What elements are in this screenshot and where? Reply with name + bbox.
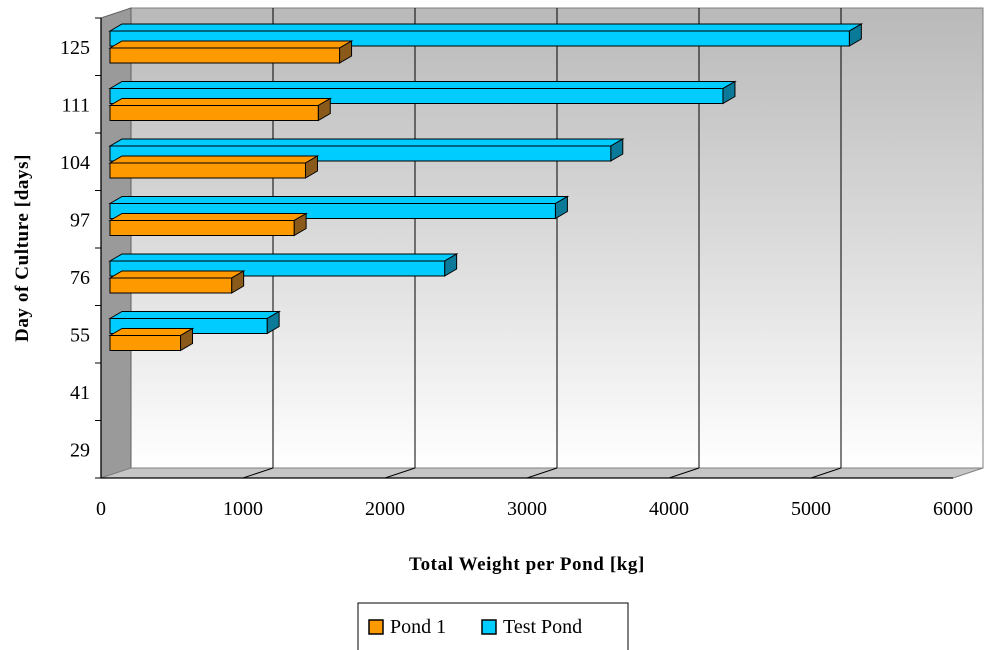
- side-wall: [100, 7, 132, 479]
- bar-pond-1-day-97: [108, 212, 308, 237]
- y-axis-title: Day of Culture [days]: [12, 154, 33, 342]
- bar-front-face: [109, 105, 319, 121]
- bar-top-face: [108, 23, 864, 32]
- y-tick-label: 76: [70, 267, 90, 289]
- y-tick-label: 97: [70, 209, 90, 231]
- y-tick-labels: 29 41 55 76 97 104 111 125: [60, 37, 90, 462]
- x-tick-label: 2000: [365, 498, 405, 520]
- bar-top-face: [108, 98, 333, 106]
- bar-top-face: [108, 328, 195, 336]
- bar-top-face: [108, 155, 320, 164]
- x-tick-label: 3000: [507, 498, 547, 520]
- gridline-floor: [242, 467, 274, 479]
- bar-top-face: [108, 253, 459, 262]
- gridline-floor: [526, 467, 558, 479]
- x-tick-label: 0: [96, 498, 106, 520]
- x-axis-title: Total Weight per Pond [kg]: [409, 554, 645, 575]
- bar-pond-1-day-111: [108, 97, 333, 122]
- y-tick-label: 111: [61, 94, 90, 116]
- bar-pond-1-day-76: [108, 270, 246, 294]
- gridline-floor: [384, 467, 416, 479]
- chart-walls: [100, 7, 984, 479]
- gridline-floor: [810, 467, 842, 479]
- bar-top-face: [108, 81, 737, 89]
- bar-pond-1-day-125: [108, 40, 354, 64]
- y-tick-label: 125: [60, 37, 90, 59]
- x-tick-label: 4000: [649, 498, 689, 520]
- y-tick-label: 55: [70, 324, 90, 346]
- bar-front-face: [109, 47, 341, 64]
- legend-label-pond-1: Pond 1: [390, 616, 446, 638]
- y-tick-label: 29: [70, 439, 90, 461]
- legend-swatch-test-pond: [481, 619, 497, 635]
- x-tick-label: 6000: [933, 498, 973, 520]
- bar-front-face: [109, 277, 233, 294]
- axes: [95, 17, 953, 479]
- bar-test-pond-day-111: [108, 80, 737, 105]
- x-tick-label: 1000: [223, 498, 263, 520]
- gridline-floor: [668, 467, 700, 479]
- legend-label-test-pond: Test Pond: [503, 616, 582, 638]
- y-tick-label: 104: [60, 152, 90, 174]
- x-tick-labels: 0 1000 2000 3000 4000 5000 6000: [96, 498, 973, 520]
- bar-top-face: [108, 311, 281, 319]
- legend-swatch-pond-1: [368, 619, 384, 635]
- x-tick-label: 5000: [791, 498, 831, 520]
- bar-front-face: [109, 220, 295, 236]
- bar-front-face: [109, 335, 182, 351]
- y-tick-label: 41: [70, 382, 90, 404]
- bar-front-face: [109, 162, 306, 179]
- bar-pond-1-day-104: [108, 155, 320, 179]
- bar-top-face: [108, 270, 246, 279]
- bar-top-face: [108, 40, 354, 49]
- bar-top-face: [108, 196, 570, 204]
- bars: [108, 23, 864, 352]
- bar-pond-1-day-55: [108, 327, 195, 352]
- bar-top-face: [108, 213, 308, 221]
- legend: Pond 1 Test Pond: [357, 602, 629, 650]
- bar-top-face: [108, 138, 625, 147]
